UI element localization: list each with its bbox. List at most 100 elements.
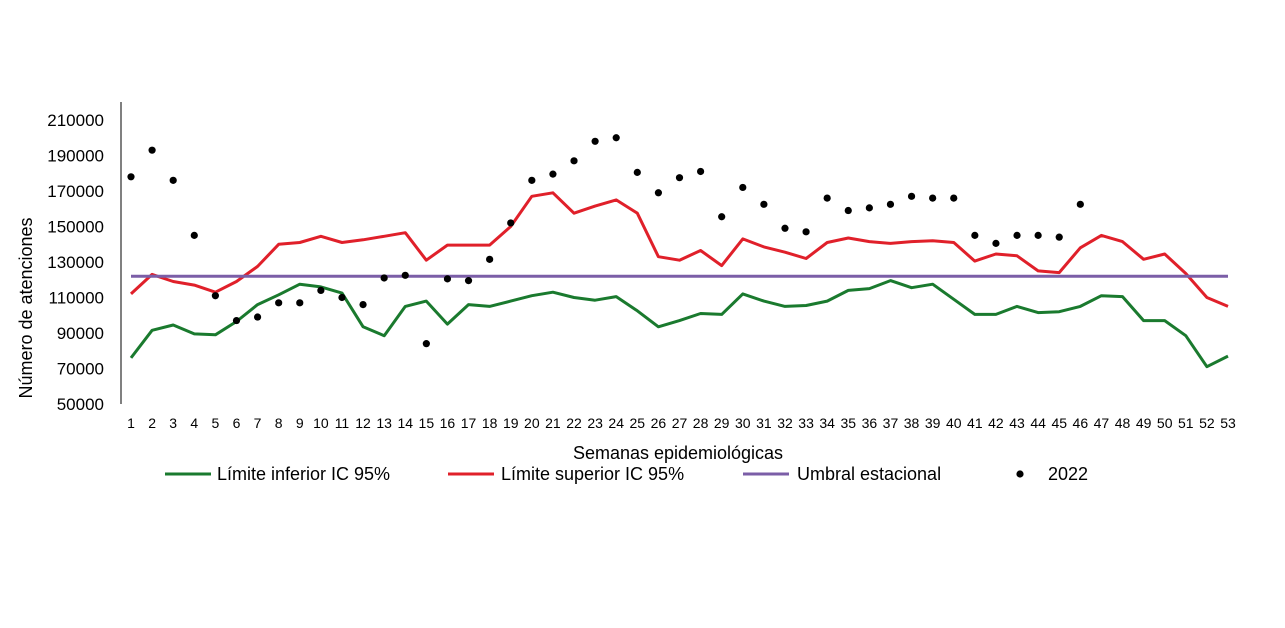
x-tick-label: 14	[397, 415, 413, 431]
x-tick-label: 15	[419, 415, 435, 431]
data-point	[317, 286, 325, 294]
x-tick-label: 16	[440, 415, 456, 431]
x-tick-label: 39	[925, 415, 941, 431]
data-point	[907, 192, 916, 200]
legend: Límite inferior IC 95% Límite superior IC…	[165, 464, 1088, 484]
series-line-1	[129, 191, 1229, 308]
y-tick-label: 110000	[49, 289, 104, 308]
x-tick-label: 29	[714, 415, 730, 431]
data-point	[570, 157, 578, 165]
x-tick-label: 20	[524, 415, 540, 431]
x-tick-label: 7	[254, 415, 262, 431]
data-point	[823, 194, 831, 202]
data-point	[950, 194, 958, 202]
data-point	[486, 255, 494, 263]
data-point	[591, 137, 599, 145]
data-point	[127, 173, 135, 181]
data-point	[464, 277, 473, 285]
data-point	[760, 200, 768, 208]
data-point	[148, 146, 156, 154]
data-point	[633, 168, 641, 176]
x-tick-label: 35	[840, 415, 856, 431]
x-tick-label: 40	[946, 415, 962, 431]
x-tick-label: 44	[1030, 415, 1046, 431]
x-tick-label: 5	[211, 415, 219, 431]
y-tick-label: 190000	[47, 147, 104, 166]
x-tick-label: 34	[819, 415, 835, 431]
data-point	[654, 189, 663, 197]
data-point	[886, 200, 895, 208]
y-tick-label: 70000	[57, 360, 104, 379]
data-point	[612, 134, 620, 142]
data-point	[275, 299, 283, 307]
x-tick-label: 42	[988, 415, 1004, 431]
x-tick-label: 50	[1157, 415, 1173, 431]
data-point	[422, 340, 430, 348]
x-tick-label: 41	[967, 415, 983, 431]
y-tick-label: 50000	[57, 395, 104, 414]
x-tick-label: 13	[376, 415, 392, 431]
y-tick-label: 90000	[57, 324, 104, 343]
x-tick-label: 19	[503, 415, 519, 431]
x-tick-label: 46	[1073, 415, 1089, 431]
x-tick-label: 30	[735, 415, 751, 431]
x-tick-label: 21	[545, 415, 561, 431]
legend-label: 2022	[1048, 464, 1088, 484]
x-tick-label: 17	[461, 415, 477, 431]
data-point	[211, 292, 219, 300]
x-tick-label: 11	[335, 415, 350, 431]
x-tick-label: 3	[169, 415, 177, 431]
data-point	[401, 271, 409, 279]
x-tick-label: 1	[127, 415, 135, 431]
data-point	[443, 275, 452, 283]
x-tick-label: 24	[608, 415, 624, 431]
x-tick-label: 49	[1136, 415, 1152, 431]
data-point	[696, 167, 705, 176]
x-tick-label: 33	[798, 415, 814, 431]
x-tick-labels: 1 2 3 4 5 6 7 8 9 10 11 12 13 14 15 16 17 18 19 20 21 22 23 24 2…	[127, 415, 1236, 431]
data-point	[507, 219, 515, 227]
data-point	[190, 231, 198, 239]
x-tick-label: 10	[313, 415, 329, 431]
x-tick-label: 9	[296, 415, 304, 431]
x-tick-label: 37	[883, 415, 899, 431]
data-point	[296, 299, 304, 307]
legend-label: Límite superior IC 95%	[501, 464, 684, 484]
x-tick-label: 22	[566, 415, 582, 431]
legend-swatch	[1016, 470, 1024, 478]
data-point	[718, 213, 726, 221]
x-tick-label: 52	[1199, 415, 1215, 431]
data-point	[253, 313, 262, 321]
x-tick-label: 31	[756, 415, 772, 431]
data-point	[359, 301, 367, 309]
x-tick-label: 38	[904, 415, 920, 431]
x-tick-label: 51	[1178, 415, 1194, 431]
x-axis-title: Semanas epidemiológicas	[573, 443, 783, 463]
data-point	[338, 293, 346, 302]
legend-label: Límite inferior IC 95%	[217, 464, 390, 484]
y-tick-label: 150000	[47, 218, 104, 237]
x-tick-label: 43	[1009, 415, 1025, 431]
data-point	[1076, 200, 1084, 208]
data-point	[971, 231, 979, 239]
y-tick-labels: 50000 70000 90000 110000 130000 150000 170000 1…	[47, 111, 104, 414]
data-point	[1013, 231, 1021, 239]
x-tick-label: 32	[777, 415, 793, 431]
data-point	[992, 239, 1000, 247]
data-point	[929, 194, 937, 202]
data-point	[802, 228, 810, 236]
data-point	[549, 170, 557, 178]
data-point	[781, 224, 789, 232]
x-tick-label: 28	[693, 415, 709, 431]
x-tick-label: 48	[1115, 415, 1131, 431]
data-point	[865, 204, 873, 212]
data-point	[844, 206, 852, 215]
x-tick-label: 26	[651, 415, 667, 431]
data-point	[1034, 231, 1042, 239]
data-point	[528, 176, 536, 184]
data-point	[169, 176, 177, 184]
x-tick-label: 47	[1094, 415, 1110, 431]
data-point	[1055, 233, 1063, 241]
y-tick-label: 170000	[47, 182, 104, 201]
